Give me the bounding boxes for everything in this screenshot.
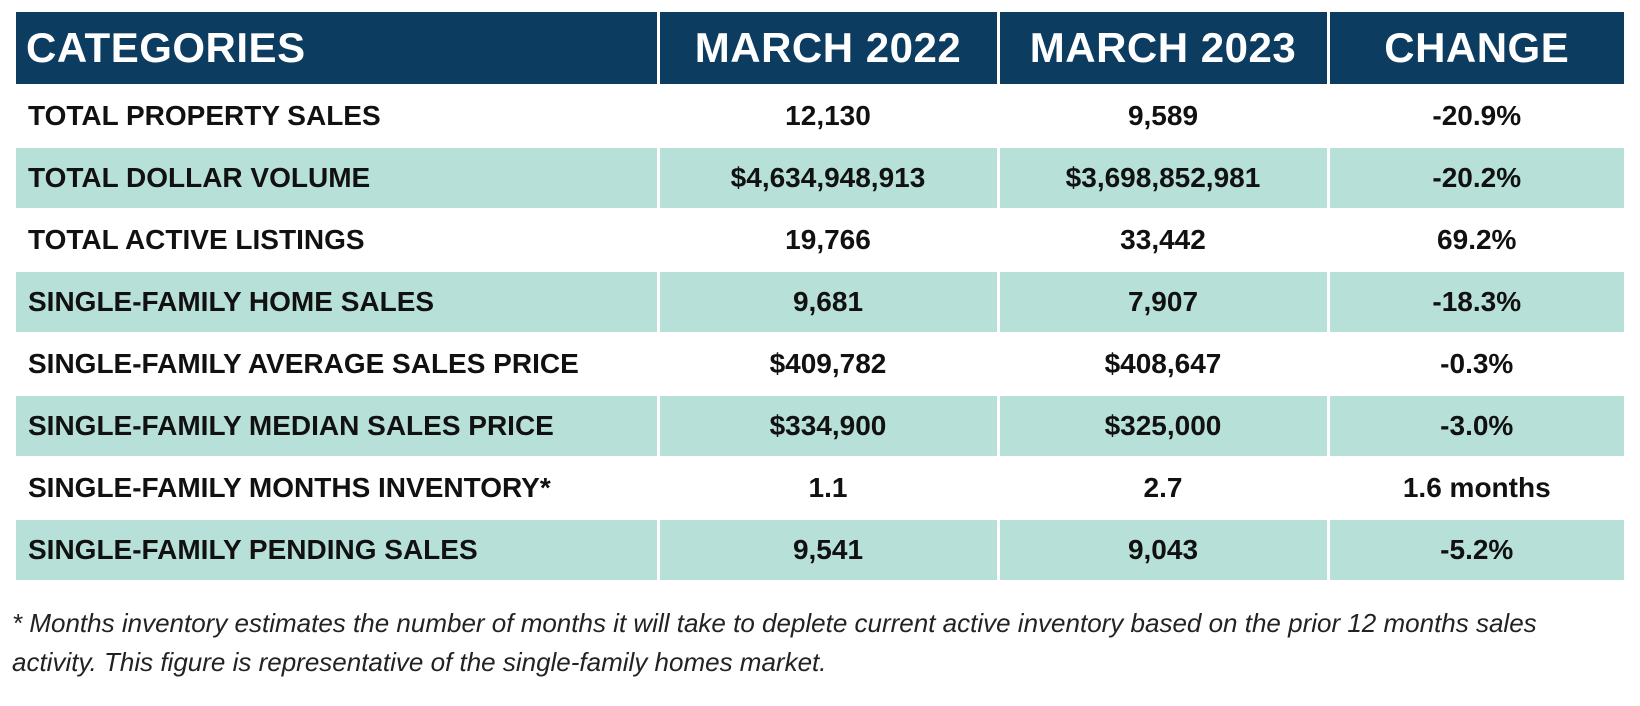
column-header-categories: CATEGORIES [16, 12, 660, 85]
column-header-change: CHANGE [1328, 12, 1624, 85]
column-header-march-2022: MARCH 2022 [658, 12, 1000, 85]
row-change-cell: 1.6 months [1328, 457, 1624, 519]
row-change-cell: -0.3% [1328, 333, 1624, 395]
market-stats-table: CATEGORIES MARCH 2022 MARCH 2023 CHANGE … [16, 12, 1624, 580]
row-category-cell: TOTAL DOLLAR VOLUME [16, 147, 660, 209]
row-change-cell: -3.0% [1328, 395, 1624, 457]
row-category-cell: SINGLE-FAMILY MONTHS INVENTORY* [16, 457, 660, 519]
table-row: SINGLE-FAMILY MEDIAN SALES PRICE $334,90… [16, 395, 1624, 457]
table-header-row: CATEGORIES MARCH 2022 MARCH 2023 CHANGE [16, 12, 1624, 85]
table-row: SINGLE-FAMILY PENDING SALES 9,541 9,043 … [16, 519, 1624, 580]
row-march-2023-cell: $408,647 [998, 333, 1330, 395]
row-march-2022-cell: 12,130 [658, 85, 1000, 147]
row-change-cell: 69.2% [1328, 209, 1624, 271]
row-march-2022-cell: 9,541 [658, 519, 1000, 580]
row-march-2022-cell: 9,681 [658, 271, 1000, 333]
column-header-march-2023: MARCH 2023 [998, 12, 1330, 85]
row-march-2023-cell: 9,589 [998, 85, 1330, 147]
row-change-cell: -20.2% [1328, 147, 1624, 209]
row-change-cell: -5.2% [1328, 519, 1624, 580]
table-row: SINGLE-FAMILY HOME SALES 9,681 7,907 -18… [16, 271, 1624, 333]
row-march-2022-cell: $409,782 [658, 333, 1000, 395]
row-category-cell: SINGLE-FAMILY MEDIAN SALES PRICE [16, 395, 660, 457]
table-footnote: * Months inventory estimates the number … [12, 608, 1537, 677]
row-march-2022-cell: 19,766 [658, 209, 1000, 271]
row-march-2022-cell: 1.1 [658, 457, 1000, 519]
row-march-2022-cell: $4,634,948,913 [658, 147, 1000, 209]
row-march-2023-cell: 2.7 [998, 457, 1330, 519]
row-march-2023-cell: 33,442 [998, 209, 1330, 271]
row-category-cell: SINGLE-FAMILY HOME SALES [16, 271, 660, 333]
row-march-2023-cell: 9,043 [998, 519, 1330, 580]
row-march-2023-cell: 7,907 [998, 271, 1330, 333]
table-row: TOTAL DOLLAR VOLUME $4,634,948,913 $3,69… [16, 147, 1624, 209]
row-change-cell: -20.9% [1328, 85, 1624, 147]
table-row: SINGLE-FAMILY AVERAGE SALES PRICE $409,7… [16, 333, 1624, 395]
row-category-cell: SINGLE-FAMILY AVERAGE SALES PRICE [16, 333, 660, 395]
row-march-2023-cell: $3,698,852,981 [998, 147, 1330, 209]
table-row: SINGLE-FAMILY MONTHS INVENTORY* 1.1 2.7 … [16, 457, 1624, 519]
table-row: TOTAL ACTIVE LISTINGS 19,766 33,442 69.2… [16, 209, 1624, 271]
row-category-cell: TOTAL PROPERTY SALES [16, 85, 660, 147]
row-change-cell: -18.3% [1328, 271, 1624, 333]
table-row: TOTAL PROPERTY SALES 12,130 9,589 -20.9% [16, 85, 1624, 147]
row-march-2023-cell: $325,000 [998, 395, 1330, 457]
row-category-cell: TOTAL ACTIVE LISTINGS [16, 209, 660, 271]
row-category-cell: SINGLE-FAMILY PENDING SALES [16, 519, 660, 580]
data-table-container: CATEGORIES MARCH 2022 MARCH 2023 CHANGE … [16, 12, 1624, 580]
row-march-2022-cell: $334,900 [658, 395, 1000, 457]
